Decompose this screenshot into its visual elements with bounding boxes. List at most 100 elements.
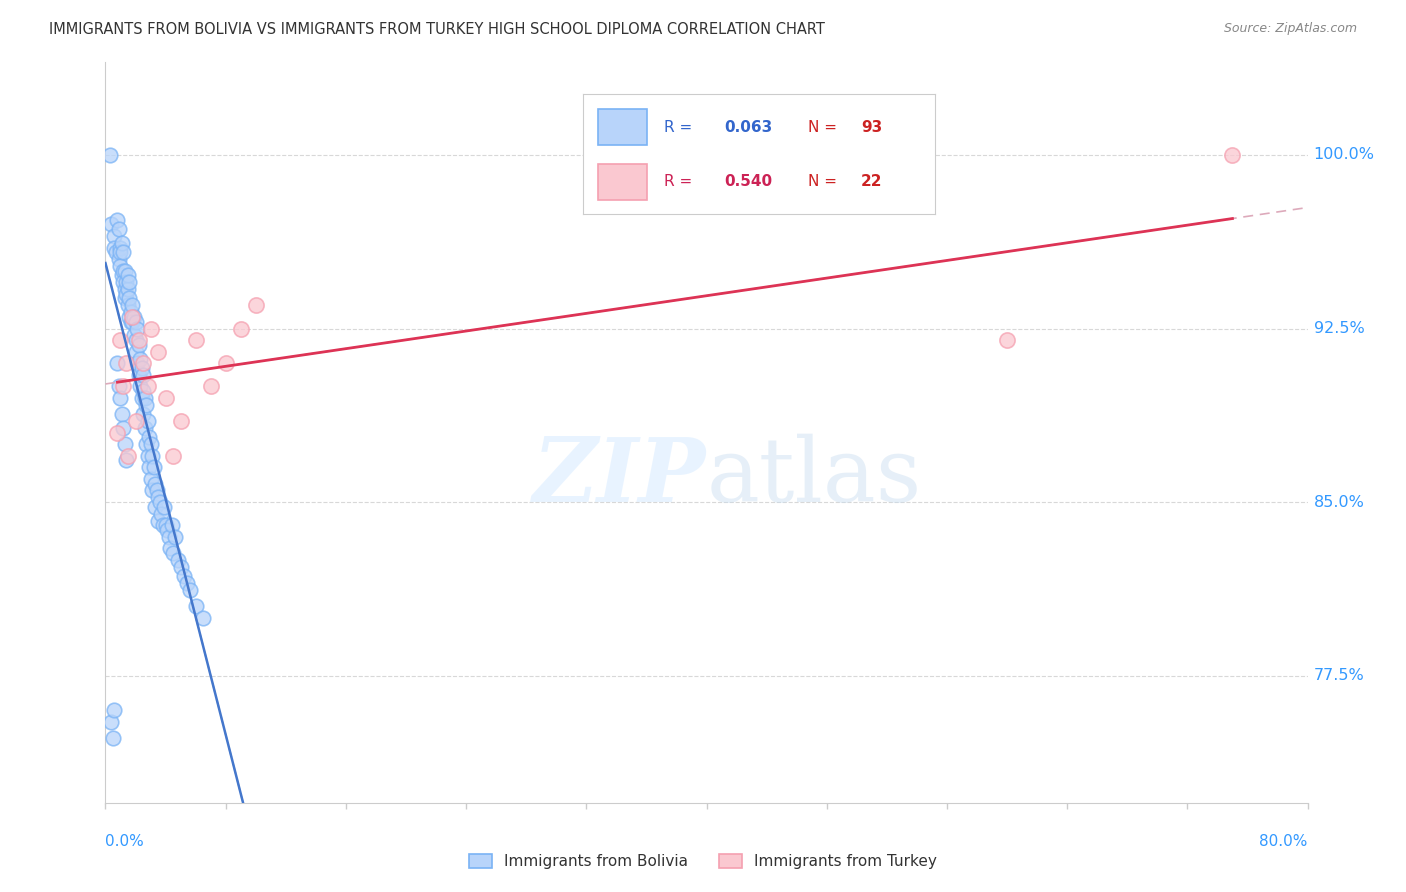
Point xyxy=(112,379,135,393)
Point xyxy=(128,333,150,347)
Point xyxy=(176,576,198,591)
Point xyxy=(118,310,141,324)
Point xyxy=(120,314,142,328)
Text: ZIP: ZIP xyxy=(533,434,707,520)
Text: 0.540: 0.540 xyxy=(724,174,772,189)
Point xyxy=(117,298,139,312)
Point xyxy=(121,298,143,312)
Point xyxy=(131,391,153,405)
Point xyxy=(136,414,159,428)
Point xyxy=(163,530,186,544)
Point xyxy=(104,245,127,260)
Point xyxy=(245,298,267,312)
Text: 93: 93 xyxy=(860,120,883,135)
Text: 0.0%: 0.0% xyxy=(105,834,145,849)
Text: R =: R = xyxy=(665,120,697,135)
Point xyxy=(125,321,148,335)
Text: 0.063: 0.063 xyxy=(724,120,772,135)
Point xyxy=(111,407,134,421)
Point xyxy=(121,310,143,324)
Point xyxy=(138,430,160,444)
Point xyxy=(110,333,132,347)
Point xyxy=(124,344,146,359)
Text: Source: ZipAtlas.com: Source: ZipAtlas.com xyxy=(1223,22,1357,36)
Point xyxy=(128,368,150,382)
Point xyxy=(139,437,162,451)
Point xyxy=(114,437,136,451)
Point xyxy=(143,500,166,514)
Point xyxy=(114,263,136,277)
Point xyxy=(112,263,135,277)
Legend: Immigrants from Bolivia, Immigrants from Turkey: Immigrants from Bolivia, Immigrants from… xyxy=(463,848,943,875)
Point xyxy=(146,514,169,528)
Point xyxy=(134,421,156,435)
Point xyxy=(129,379,152,393)
Point xyxy=(115,453,138,467)
Bar xyxy=(598,163,647,200)
Point xyxy=(124,414,146,428)
Point xyxy=(184,333,207,347)
Point xyxy=(134,391,156,405)
Point xyxy=(157,530,180,544)
Point xyxy=(111,268,134,283)
Point xyxy=(98,148,121,162)
Point xyxy=(124,333,146,347)
Point xyxy=(103,229,125,244)
Point xyxy=(153,500,176,514)
Point xyxy=(995,333,1018,347)
Point xyxy=(103,240,125,255)
Point xyxy=(139,321,162,335)
Point xyxy=(160,518,183,533)
Text: 80.0%: 80.0% xyxy=(1260,834,1308,849)
Text: atlas: atlas xyxy=(707,434,922,521)
Point xyxy=(152,518,174,533)
Point xyxy=(112,275,135,289)
Point xyxy=(128,337,150,351)
Point xyxy=(141,483,163,498)
Point xyxy=(110,259,132,273)
Point xyxy=(122,310,145,324)
Point xyxy=(1222,148,1244,162)
Point xyxy=(169,559,191,574)
Bar xyxy=(598,110,647,145)
Point xyxy=(111,235,134,250)
Point xyxy=(108,222,131,236)
Point xyxy=(155,391,177,405)
Point xyxy=(141,449,163,463)
Point xyxy=(135,437,157,451)
Point xyxy=(200,379,222,393)
Point xyxy=(117,449,139,463)
Point xyxy=(120,305,142,319)
Point xyxy=(114,292,136,306)
Point xyxy=(135,398,157,412)
Point xyxy=(132,384,155,398)
Point xyxy=(155,518,177,533)
Point xyxy=(143,476,166,491)
Point xyxy=(112,421,135,435)
Point xyxy=(107,212,129,227)
Point xyxy=(136,449,159,463)
Point xyxy=(142,460,165,475)
Point xyxy=(107,356,129,370)
Point xyxy=(132,356,155,370)
Point xyxy=(156,523,179,537)
Point xyxy=(138,460,160,475)
Point xyxy=(159,541,181,556)
Point xyxy=(103,703,125,717)
Text: R =: R = xyxy=(665,174,697,189)
Point xyxy=(146,491,169,505)
Point xyxy=(115,275,138,289)
Point xyxy=(110,391,132,405)
Point xyxy=(122,328,145,343)
Point xyxy=(125,356,148,370)
Point xyxy=(132,368,155,382)
Point xyxy=(166,553,188,567)
Text: 100.0%: 100.0% xyxy=(1313,147,1375,162)
Point xyxy=(115,356,138,370)
Point xyxy=(179,582,201,597)
Point xyxy=(100,714,122,729)
Point xyxy=(108,252,131,266)
Point xyxy=(169,414,191,428)
Text: N =: N = xyxy=(808,174,842,189)
Point xyxy=(214,356,236,370)
